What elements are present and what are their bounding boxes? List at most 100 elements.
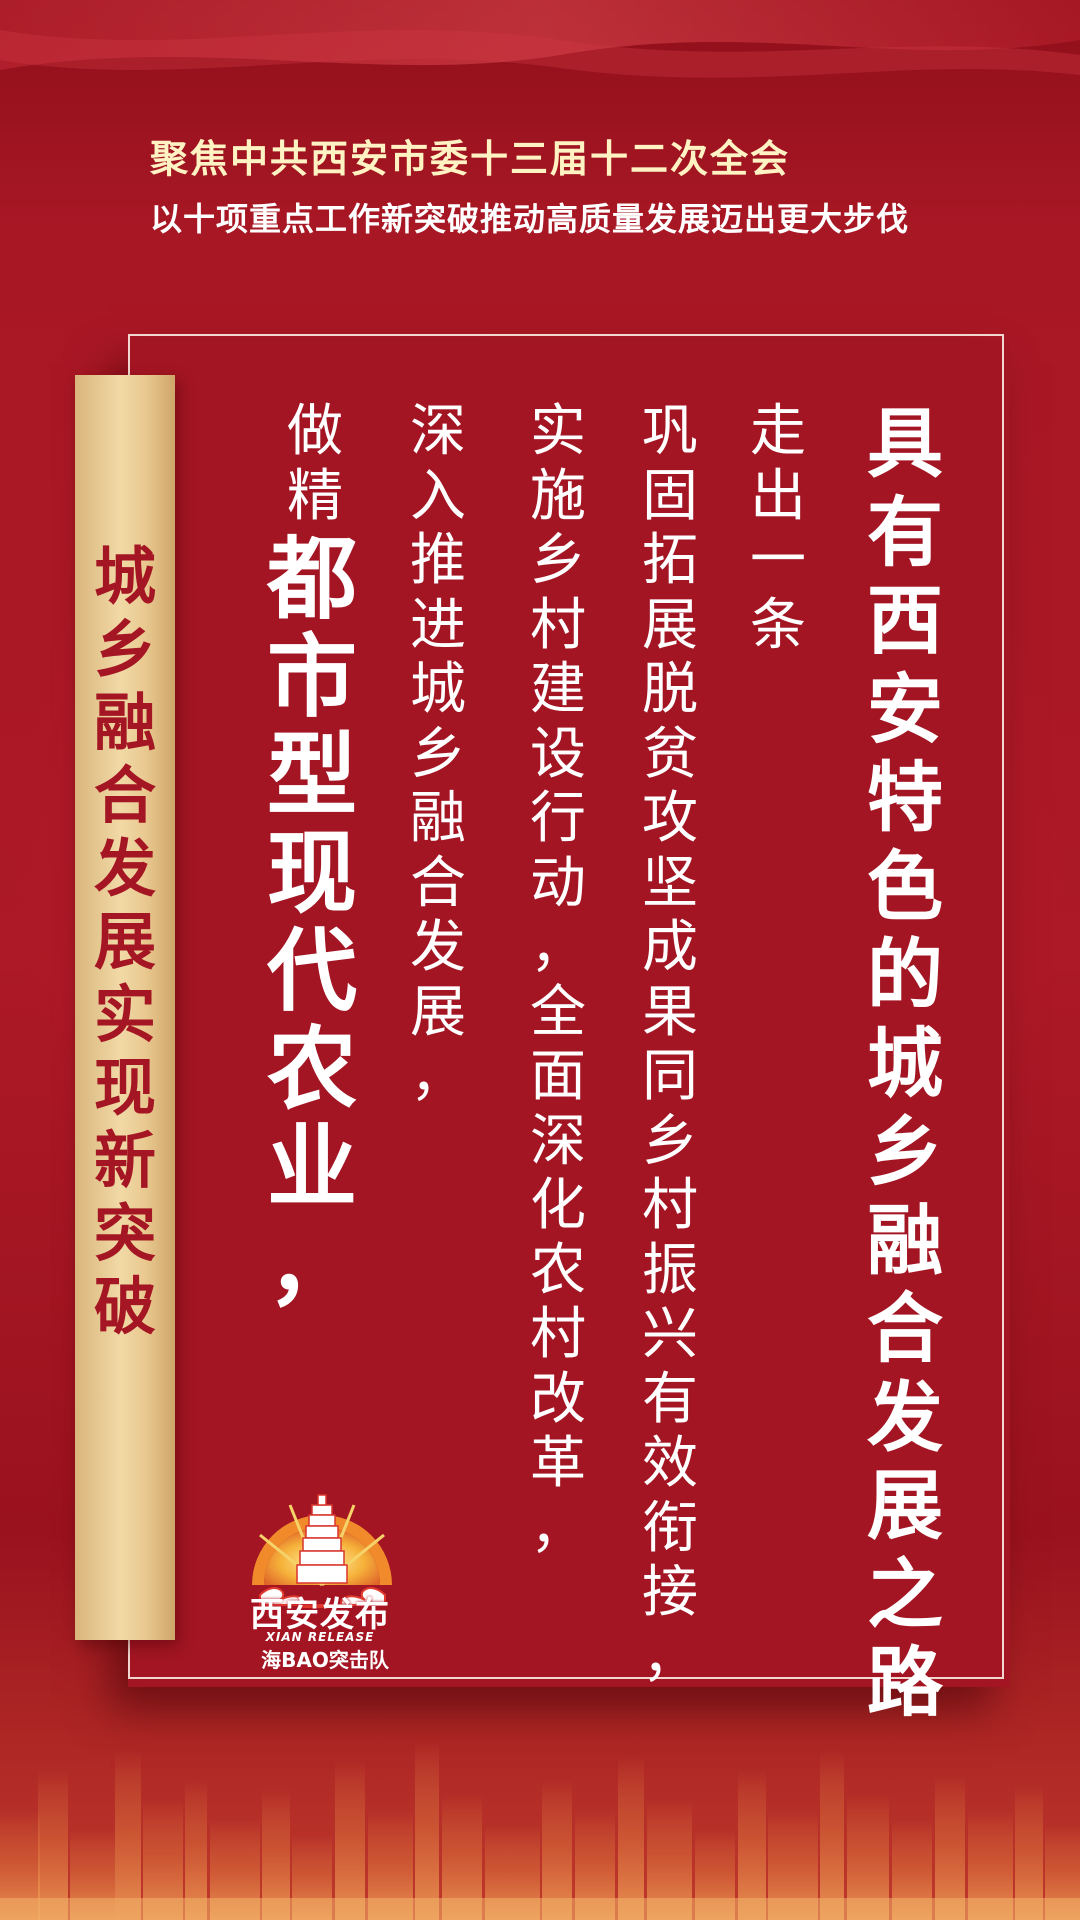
column-char: 做 bbox=[287, 399, 343, 464]
banner-char: 新 bbox=[93, 1124, 156, 1197]
column-char: 都 bbox=[267, 526, 357, 632]
banner-char: 乡 bbox=[93, 613, 156, 686]
column-char: 推 bbox=[410, 528, 466, 593]
column-char: 革 bbox=[530, 1431, 586, 1496]
column-char: 有 bbox=[867, 487, 943, 577]
column-char: 现 bbox=[267, 820, 357, 926]
banner-char: 破 bbox=[93, 1270, 156, 1343]
column-char: 农 bbox=[530, 1237, 586, 1303]
column-char: 进 bbox=[410, 592, 466, 658]
column-char: 市 bbox=[267, 624, 357, 730]
banner-char: 突 bbox=[93, 1197, 156, 1270]
column-char: 特 bbox=[867, 753, 943, 842]
column-char: 兴 bbox=[642, 1302, 698, 1367]
column-char: 型 bbox=[267, 722, 357, 828]
column-char: 乡 bbox=[642, 1108, 698, 1174]
page-subtitle: 以十项重点工作新突破推动高质量发展迈出更大步伐 bbox=[150, 200, 910, 238]
column-char: 代 bbox=[267, 918, 357, 1024]
column-char: 的 bbox=[867, 930, 943, 1019]
column-char: 果 bbox=[642, 979, 698, 1045]
column-char: 拓 bbox=[642, 528, 698, 593]
column-char: 展 bbox=[642, 592, 698, 658]
page-title: 聚焦中共西安市委十三届十二次全会 bbox=[150, 136, 791, 181]
column-char: 村 bbox=[530, 1302, 586, 1367]
column-char: 城 bbox=[410, 657, 466, 722]
column-char: 振 bbox=[642, 1237, 698, 1303]
column-char: 化 bbox=[530, 1173, 586, 1238]
team-tag: 海BAO突击队 bbox=[261, 1648, 389, 1672]
city-skyline-decoration bbox=[0, 1740, 1080, 1920]
column-char: 全 bbox=[530, 979, 586, 1045]
banner-char: 融 bbox=[93, 686, 156, 759]
column-char: 城 bbox=[867, 1018, 943, 1108]
column-char: 乡 bbox=[530, 528, 586, 593]
column-char: 发 bbox=[867, 1372, 943, 1462]
column-char: 展 bbox=[410, 979, 466, 1045]
banner-char: 城 bbox=[93, 540, 156, 613]
column-char: 深 bbox=[410, 399, 466, 464]
vertical-banner: 城 乡 融 合 发 展 实 现 新 突 破 bbox=[75, 375, 175, 1640]
banner-char: 实 bbox=[93, 978, 156, 1051]
column-char: 实 bbox=[530, 399, 586, 464]
text-column-2: 巩固拓展脱贫攻坚成果同乡村振兴有效衔接， bbox=[630, 399, 710, 1690]
content-panel bbox=[128, 342, 1010, 1687]
text-column-3: 实施乡村建设行动，全面深化农村改革， bbox=[518, 399, 598, 1561]
column-char: 入 bbox=[410, 463, 466, 529]
column-char: 成 bbox=[642, 915, 698, 980]
emphasis-column: 都市型现代农业， bbox=[252, 530, 372, 1314]
column-char: 改 bbox=[530, 1366, 586, 1432]
column-char: 安 bbox=[867, 664, 943, 754]
column-char: 衔 bbox=[642, 1495, 698, 1561]
column-char: 动 bbox=[530, 850, 586, 916]
column-char: 巩 bbox=[642, 399, 698, 464]
text-column-1: 走出一条 bbox=[738, 399, 818, 658]
column-char: 固 bbox=[642, 463, 698, 529]
column-char: 深 bbox=[530, 1108, 586, 1174]
column-char: 设 bbox=[530, 721, 586, 787]
column-char: ， bbox=[530, 1495, 586, 1561]
column-char: 业 bbox=[267, 1114, 357, 1220]
banner-char: 合 bbox=[93, 759, 156, 832]
column-char: 西 bbox=[867, 576, 943, 665]
column-char: 乡 bbox=[410, 721, 466, 787]
column-char: 精 bbox=[287, 463, 343, 529]
column-char: 条 bbox=[750, 592, 806, 658]
column-char: 融 bbox=[410, 786, 466, 851]
banner-char: 展 bbox=[93, 905, 156, 978]
column-char: 行 bbox=[530, 786, 586, 851]
column-char: ， bbox=[530, 915, 586, 980]
column-char: 坚 bbox=[642, 850, 698, 916]
column-char: 脱 bbox=[642, 657, 698, 722]
column-char: 效 bbox=[642, 1431, 698, 1496]
column-char: 村 bbox=[530, 592, 586, 658]
banner-char: 发 bbox=[93, 832, 156, 905]
text-column-5: 做精 bbox=[275, 399, 355, 529]
column-char: 走 bbox=[750, 399, 806, 464]
column-char: 一 bbox=[750, 528, 806, 593]
column-char: 有 bbox=[642, 1366, 698, 1432]
column-char: ， bbox=[267, 1212, 357, 1318]
column-char: 农 bbox=[267, 1016, 357, 1122]
silk-ribbon-decoration bbox=[0, 0, 1080, 78]
column-char: 融 bbox=[867, 1195, 943, 1285]
column-char: 路 bbox=[867, 1638, 943, 1727]
column-char: 施 bbox=[530, 463, 586, 529]
column-char: ， bbox=[642, 1624, 698, 1690]
pagoda-logo-icon bbox=[252, 1494, 392, 1608]
text-column-4: 深入推进城乡融合发展， bbox=[398, 399, 478, 1110]
column-char: 同 bbox=[642, 1044, 698, 1109]
column-char: 具 bbox=[867, 399, 943, 488]
banner-title: 城 乡 融 合 发 展 实 现 新 突 破 bbox=[75, 540, 175, 1343]
column-char: 展 bbox=[867, 1461, 943, 1550]
logo-english: XIAN RELEASE bbox=[265, 1630, 375, 1644]
column-char: 攻 bbox=[642, 786, 698, 851]
column-char: 发 bbox=[410, 915, 466, 980]
column-char: 接 bbox=[642, 1560, 698, 1625]
column-char: 面 bbox=[530, 1044, 586, 1109]
column-char: 建 bbox=[530, 657, 586, 722]
column-char: ， bbox=[410, 1044, 466, 1109]
logo-name: 西安发布 bbox=[250, 1595, 390, 1635]
column-char: 出 bbox=[750, 463, 806, 529]
banner-char: 现 bbox=[93, 1051, 156, 1124]
column-char: 之 bbox=[867, 1549, 943, 1639]
